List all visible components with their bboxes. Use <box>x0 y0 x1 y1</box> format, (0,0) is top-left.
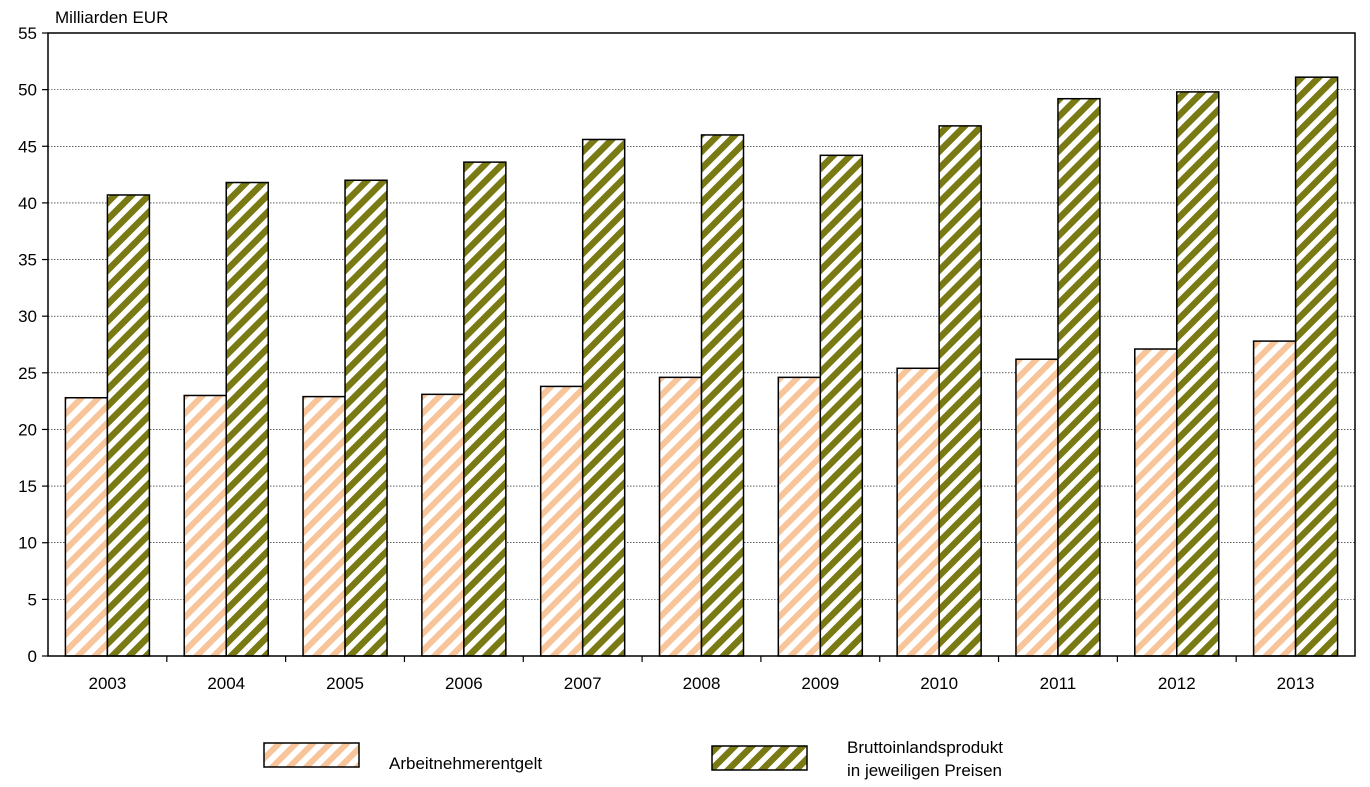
y-axis-title: Milliarden EUR <box>55 8 168 27</box>
y-axis-ticks: 0 5 10 15 20 25 30 35 40 45 50 55 <box>18 24 48 666</box>
x-tick-label: 2003 <box>88 674 126 693</box>
x-tick-label: 2012 <box>1158 674 1196 693</box>
y-tick-label: 30 <box>18 307 37 326</box>
x-tick-label: 2004 <box>207 674 245 693</box>
plot-area-border <box>47 32 1356 657</box>
bar-bruttoinlandsprodukt <box>1176 91 1220 657</box>
bar-bruttoinlandsprodukt <box>463 161 507 657</box>
y-tick-label: 15 <box>18 477 37 496</box>
x-tick-label: 2013 <box>1277 674 1315 693</box>
bar-arbeitnehmerentgelt <box>302 395 346 657</box>
legend-label-bruttoinlandsprodukt-line2: in jeweiligen Preisen <box>847 761 1002 780</box>
x-tick-label: 2008 <box>683 674 721 693</box>
bar-arbeitnehmerentgelt <box>539 385 584 657</box>
y-tick-label: 45 <box>18 137 37 156</box>
bar-bruttoinlandsprodukt <box>106 194 151 657</box>
bar-bruttoinlandsprodukt <box>581 138 626 657</box>
y-tick-label: 0 <box>28 647 37 666</box>
bar-arbeitnehmerentgelt <box>1015 358 1059 657</box>
bar-bruttoinlandsprodukt <box>938 125 982 657</box>
bar-bruttoinlandsprodukt <box>1057 97 1101 657</box>
y-tick-label: 5 <box>28 590 37 609</box>
bar-arbeitnehmerentgelt <box>896 367 940 657</box>
x-axis-ticks: 2003 2004 2005 2006 2007 2008 2009 2010 2011 2012… <box>88 656 1315 693</box>
legend-label-bruttoinlandsprodukt-line1: Bruttoinlandsprodukt <box>847 738 1003 757</box>
y-tick-label: 35 <box>18 251 37 270</box>
legend-item-bruttoinlandsprodukt: Bruttoinlandsprodukt in jeweiligen Preis… <box>711 738 1003 780</box>
y-tick-label: 10 <box>18 534 37 553</box>
y-tick-label: 55 <box>18 24 37 43</box>
bar-arbeitnehmerentgelt <box>777 376 822 657</box>
bar-bruttoinlandsprodukt <box>700 134 745 657</box>
x-tick-label: 2011 <box>1040 674 1077 693</box>
bar-arbeitnehmerentgelt <box>64 396 109 657</box>
legend-swatch-bruttoinlandsprodukt <box>711 745 808 771</box>
y-tick-label: 40 <box>18 194 37 213</box>
bar-arbeitnehmerentgelt <box>421 393 465 657</box>
bar-arbeitnehmerentgelt <box>1134 348 1178 657</box>
y-tick-label: 50 <box>18 81 37 100</box>
x-tick-label: 2006 <box>445 674 483 693</box>
bar-arbeitnehmerentgelt <box>183 394 227 657</box>
y-tick-label: 20 <box>18 420 37 439</box>
x-tick-label: 2009 <box>801 674 839 693</box>
legend-swatch-arbeitnehmerentgelt <box>263 742 360 768</box>
bar-bruttoinlandsprodukt <box>225 181 269 657</box>
bar-arbeitnehmerentgelt <box>658 376 703 657</box>
bar-arbeitnehmerentgelt <box>1252 340 1297 657</box>
y-tick-label: 25 <box>18 364 37 383</box>
bar-bruttoinlandsprodukt <box>1294 76 1339 657</box>
x-tick-label: 2010 <box>920 674 958 693</box>
legend-item-arbeitnehmerentgelt: Arbeitnehmerentgelt <box>263 742 542 773</box>
bar-bruttoinlandsprodukt <box>819 154 864 657</box>
bar-bruttoinlandsprodukt <box>344 179 388 657</box>
legend: Arbeitnehmerentgelt Bruttoinlandsprodukt… <box>263 738 1003 780</box>
x-tick-label: 2007 <box>564 674 602 693</box>
bars <box>64 76 1339 657</box>
legend-label-arbeitnehmerentgelt: Arbeitnehmerentgelt <box>389 754 542 773</box>
x-tick-label: 2005 <box>326 674 364 693</box>
